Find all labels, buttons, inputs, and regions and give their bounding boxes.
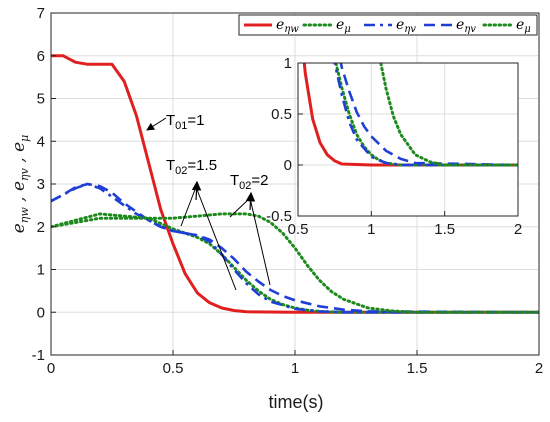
inset-x-tick-label: 1 (367, 221, 375, 238)
legend: eηw eμ eηv eηv eμ (238, 14, 538, 36)
annotation-t02-1p5-label: T02=1.5 (166, 157, 217, 177)
annotation-arrow (195, 186, 237, 291)
inset-series-group (302, 63, 518, 167)
inset-y-tick-label: 0.5 (271, 106, 292, 123)
main-series-line-2 (51, 216, 539, 314)
inset-x-tick-label: 1.5 (434, 221, 455, 238)
x-axis-label: time(s) (269, 392, 324, 412)
main-x-tick-label: 1.5 (407, 360, 428, 377)
main-series-line-1 (51, 54, 539, 314)
main-y-tick-label: 3 (37, 176, 45, 193)
inset-series-line-1 (302, 63, 518, 167)
inset-y-tick-label: 1 (284, 55, 292, 72)
y-axis-label: eηw , eηv , eμ (9, 135, 31, 234)
legend-entry-3: eηv (396, 17, 416, 35)
inset-background (298, 63, 518, 216)
annotation-arrow (180, 186, 197, 227)
main-y-tick-label: 5 (37, 91, 45, 108)
annotation-t01: T01=1 (146, 112, 205, 132)
main-y-tick-label: 7 (37, 5, 45, 22)
main-y-tick-label: 2 (37, 219, 45, 236)
main-x-tick-label: 0.5 (163, 360, 184, 377)
main-x-tick-label: 2 (535, 360, 543, 377)
main-y-tick-label: -1 (32, 347, 45, 364)
legend-entry-1: eηw (276, 17, 299, 35)
annotation-t01-label: T01=1 (166, 112, 205, 132)
annotation-arrow (245, 191, 256, 211)
legend-entry-4: eηv (456, 17, 476, 35)
main-y-tick-label: 1 (37, 262, 45, 279)
annotation-t02-2-label: T02=2 (230, 172, 269, 192)
annotation-t02-1p5: T02=1.5 (166, 157, 237, 291)
main-y-tick-label: 0 (37, 304, 45, 321)
inset-y-tick-label: -0.5 (266, 208, 292, 225)
inset-tick-labels: 0.5 1 1.5 2 -0.5 0 0.5 1 (266, 55, 522, 238)
main-x-tick-label: 0 (47, 360, 55, 377)
main-x-tick-label: 1 (291, 360, 299, 377)
annotation-t02-2: T02=2 (229, 172, 271, 286)
inset-x-tick-label: 2 (514, 221, 522, 238)
main-y-tick-label: 4 (37, 133, 45, 150)
annotation-arrow (191, 180, 202, 201)
main-y-tick-label: 6 (37, 48, 45, 65)
inset-x-tick-label: 0.5 (288, 221, 309, 238)
legend-entry-5: eμ (516, 17, 531, 35)
inset-y-tick-label: 0 (284, 157, 292, 174)
inset-series-line-5 (379, 63, 518, 167)
annotation-arrow (249, 197, 271, 286)
annotation-arrow (146, 117, 167, 131)
main-series-line-3 (51, 182, 539, 314)
main-series-group (51, 54, 539, 314)
inset-series-line-3 (333, 63, 518, 167)
main-series-line-5 (51, 212, 539, 314)
inset-frame (297, 62, 519, 217)
legend-entry-2: eμ (336, 17, 351, 35)
main-series-line-4 (51, 182, 539, 314)
